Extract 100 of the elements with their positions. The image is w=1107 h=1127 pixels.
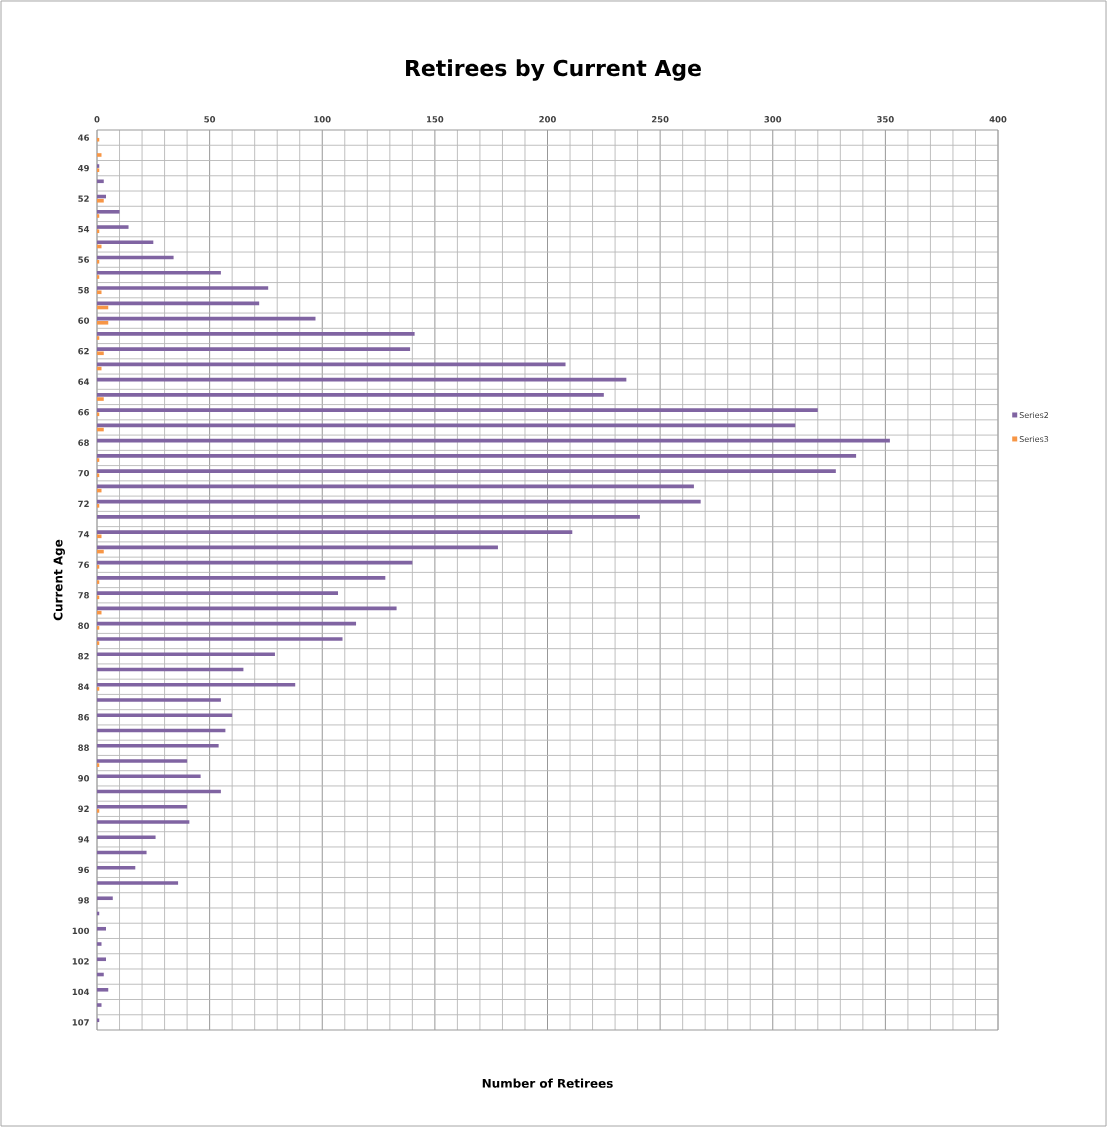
- y-tick-label: 84: [78, 683, 90, 690]
- bar: [97, 210, 120, 214]
- bar: [97, 225, 129, 229]
- bar: [97, 137, 100, 142]
- y-tick-label: 78: [78, 592, 89, 599]
- x-tick-label: 400: [989, 116, 1007, 123]
- bar: [97, 652, 275, 656]
- bar: [97, 576, 386, 580]
- bar: [97, 743, 219, 748]
- y-tick-label: 88: [78, 744, 89, 752]
- y-tick-label: 60: [78, 317, 90, 324]
- bar: [97, 347, 411, 351]
- bar: [97, 865, 136, 870]
- x-axis-title: Number of Retirees: [482, 1078, 613, 1088]
- y-tick-label: 76: [78, 561, 90, 568]
- y-tick-label: 56: [78, 256, 90, 263]
- bar: [97, 809, 100, 813]
- x-tick-label: 250: [651, 116, 669, 123]
- bar: [97, 926, 107, 931]
- bar: [97, 336, 100, 340]
- bar: [97, 1018, 100, 1023]
- bar: [97, 942, 102, 946]
- bar: [97, 626, 100, 630]
- bar: [97, 229, 100, 234]
- bar: [97, 332, 415, 336]
- bar: [97, 164, 100, 168]
- bar: [97, 198, 104, 203]
- bar: [97, 393, 604, 397]
- bar: [97, 896, 113, 901]
- bar: [97, 957, 107, 962]
- bar: [97, 530, 573, 534]
- x-tick-label: 350: [877, 116, 894, 123]
- bar: [97, 687, 100, 691]
- bar: [97, 504, 100, 508]
- bar: [97, 610, 102, 615]
- y-tick-label: 54: [78, 226, 90, 233]
- bar: [97, 641, 100, 645]
- y-tick-label: 90: [78, 775, 90, 782]
- y-tick-label: 70: [78, 470, 90, 477]
- bar: [97, 515, 640, 519]
- y-tick-label: 72: [78, 500, 89, 507]
- bar: [97, 271, 221, 275]
- bar: [97, 820, 190, 824]
- bar: [97, 565, 100, 569]
- y-tick-label: 100: [72, 927, 90, 935]
- bar: [97, 759, 188, 763]
- bar: [97, 153, 102, 157]
- y-tick-label: 82: [78, 653, 89, 660]
- y-tick-label: 46: [78, 134, 90, 141]
- bar: [97, 244, 102, 249]
- y-tick-label: 104: [72, 988, 90, 996]
- x-tick-label: 100: [314, 116, 331, 123]
- bar: [97, 458, 100, 462]
- bar: [97, 366, 102, 371]
- y-tick-label: 96: [78, 866, 90, 874]
- y-tick-label: 74: [78, 531, 90, 538]
- bar: [97, 320, 109, 325]
- bar: [97, 168, 100, 173]
- y-tick-label: 94: [78, 836, 90, 843]
- bar: [97, 488, 102, 493]
- x-tick-label: 50: [204, 116, 216, 123]
- y-tick-label: 92: [78, 805, 89, 813]
- x-tick-label: 0: [94, 116, 100, 123]
- bar: [97, 835, 156, 840]
- bar: [97, 351, 104, 356]
- y-tick-label: 86: [78, 714, 90, 721]
- bar: [97, 804, 188, 809]
- y-tick-label: 102: [72, 958, 89, 965]
- bar: [97, 408, 818, 412]
- bar: [97, 881, 179, 885]
- y-tick-label: 98: [78, 897, 89, 904]
- bar: [97, 469, 836, 473]
- bar: [97, 179, 104, 184]
- bar: [97, 259, 100, 264]
- bar: [97, 275, 100, 279]
- bar: [97, 763, 100, 767]
- bar: [97, 1003, 102, 1007]
- bar: [97, 637, 343, 641]
- bar: [97, 987, 109, 992]
- bar: [97, 591, 339, 595]
- chart-title: Retirees by Current Age: [406, 59, 701, 81]
- y-axis-title: Current Age: [53, 539, 65, 621]
- bar: [97, 580, 100, 584]
- bar: [97, 286, 269, 290]
- y-tick-label: 58: [78, 286, 89, 294]
- bar: [97, 290, 102, 295]
- bar: [97, 214, 100, 218]
- y-tick-label: 66: [78, 409, 90, 416]
- bar: [97, 534, 102, 539]
- y-tick-label: 68: [78, 439, 89, 446]
- y-tick-label: 52: [78, 195, 89, 202]
- y-tick-label: 49: [78, 164, 89, 172]
- bar: [97, 454, 857, 458]
- y-tick-label: 62: [78, 347, 89, 355]
- y-tick-label: 64: [78, 378, 90, 385]
- x-tick-label: 300: [764, 116, 782, 123]
- bar: [97, 774, 201, 779]
- bar: [97, 713, 233, 717]
- x-tick-label: 150: [426, 116, 444, 123]
- y-tick-label: 80: [78, 622, 90, 629]
